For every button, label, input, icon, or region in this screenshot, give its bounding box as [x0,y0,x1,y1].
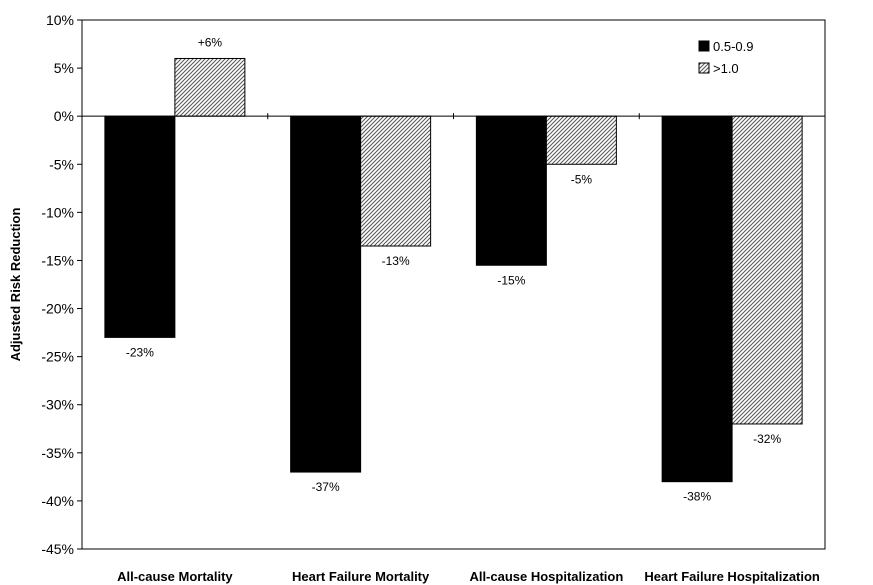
y-tick-label: -30% [41,397,74,413]
data-label: -13% [382,254,410,268]
y-tick-label: -25% [41,349,74,365]
data-label: +6% [198,35,223,49]
data-label: -32% [753,432,781,446]
y-tick-label: 5% [54,60,74,76]
y-tick-label: 10% [46,12,74,28]
y-tick-label: -40% [41,493,74,509]
y-tick-label: -35% [41,445,74,461]
x-category-label: All-cause Hospitalization [469,569,623,584]
bar-series-a [104,115,176,338]
y-tick-label: -45% [41,541,74,557]
data-label: -23% [126,345,154,359]
bar-series-a [475,115,547,266]
bar-series-b [731,115,803,425]
x-category-label: Heart Failure Mortality [292,569,430,584]
bar-series-b [360,115,432,247]
legend-swatch [698,40,710,52]
data-label: -5% [571,172,593,186]
legend-swatch [698,62,710,74]
y-tick-label: -10% [41,204,74,220]
legend-label: >1.0 [713,61,739,76]
legend-label: 0.5-0.9 [713,39,753,54]
bar-series-b [545,115,617,165]
plot-frame [81,19,826,550]
y-tick-label: -5% [49,156,74,172]
x-category-label: Heart Failure Hospitalization [644,569,820,584]
bar-series-a [661,115,733,483]
x-category-label: All-cause Mortality [117,569,233,584]
data-label: -38% [683,490,711,504]
y-tick-label: -20% [41,301,74,317]
y-tick-label: -15% [41,252,74,268]
y-axis-title: Adjusted Risk Reduction [8,208,23,362]
data-label: -37% [312,480,340,494]
bar-series-a [290,115,362,473]
y-tick-label: 0% [54,108,74,124]
data-label: -15% [497,273,525,287]
bar-series-b [174,57,246,117]
